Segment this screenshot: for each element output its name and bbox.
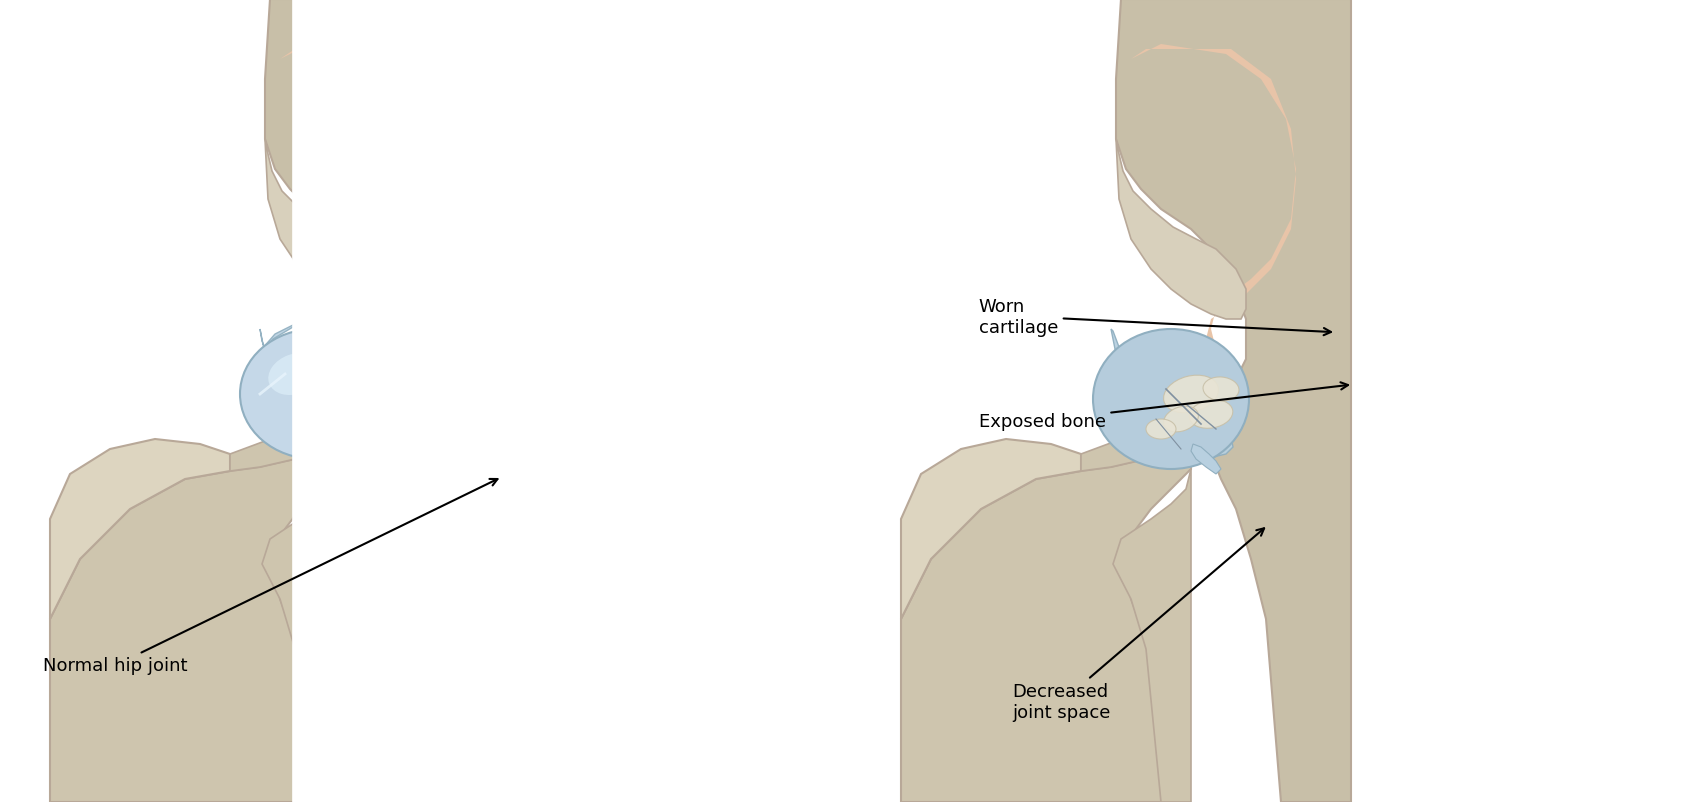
Ellipse shape (1145, 419, 1176, 439)
Polygon shape (281, 45, 444, 390)
Polygon shape (1081, 419, 1197, 472)
Text: Normal hip joint: Normal hip joint (43, 480, 497, 674)
Ellipse shape (1164, 407, 1198, 432)
Polygon shape (340, 444, 369, 475)
Polygon shape (1191, 444, 1220, 475)
Polygon shape (1113, 469, 1191, 802)
Polygon shape (266, 140, 395, 320)
Polygon shape (266, 0, 500, 802)
Text: Exposed bone: Exposed bone (979, 383, 1348, 430)
Polygon shape (49, 435, 340, 802)
Ellipse shape (1203, 378, 1239, 402)
Ellipse shape (269, 354, 322, 395)
Text: Worn
cartilage: Worn cartilage (979, 298, 1331, 336)
Ellipse shape (1190, 400, 1232, 429)
Polygon shape (262, 469, 340, 802)
Text: Decreased
joint space: Decreased joint space (1013, 529, 1265, 721)
Polygon shape (900, 439, 1081, 619)
Polygon shape (255, 320, 373, 415)
Polygon shape (49, 439, 230, 619)
Polygon shape (260, 330, 381, 457)
Polygon shape (900, 435, 1191, 802)
Polygon shape (1111, 330, 1232, 457)
Ellipse shape (1164, 375, 1219, 413)
Polygon shape (230, 419, 346, 472)
Polygon shape (1117, 0, 1351, 802)
Ellipse shape (1093, 330, 1249, 469)
Polygon shape (1117, 140, 1246, 320)
Ellipse shape (240, 330, 390, 460)
Polygon shape (1132, 45, 1295, 390)
